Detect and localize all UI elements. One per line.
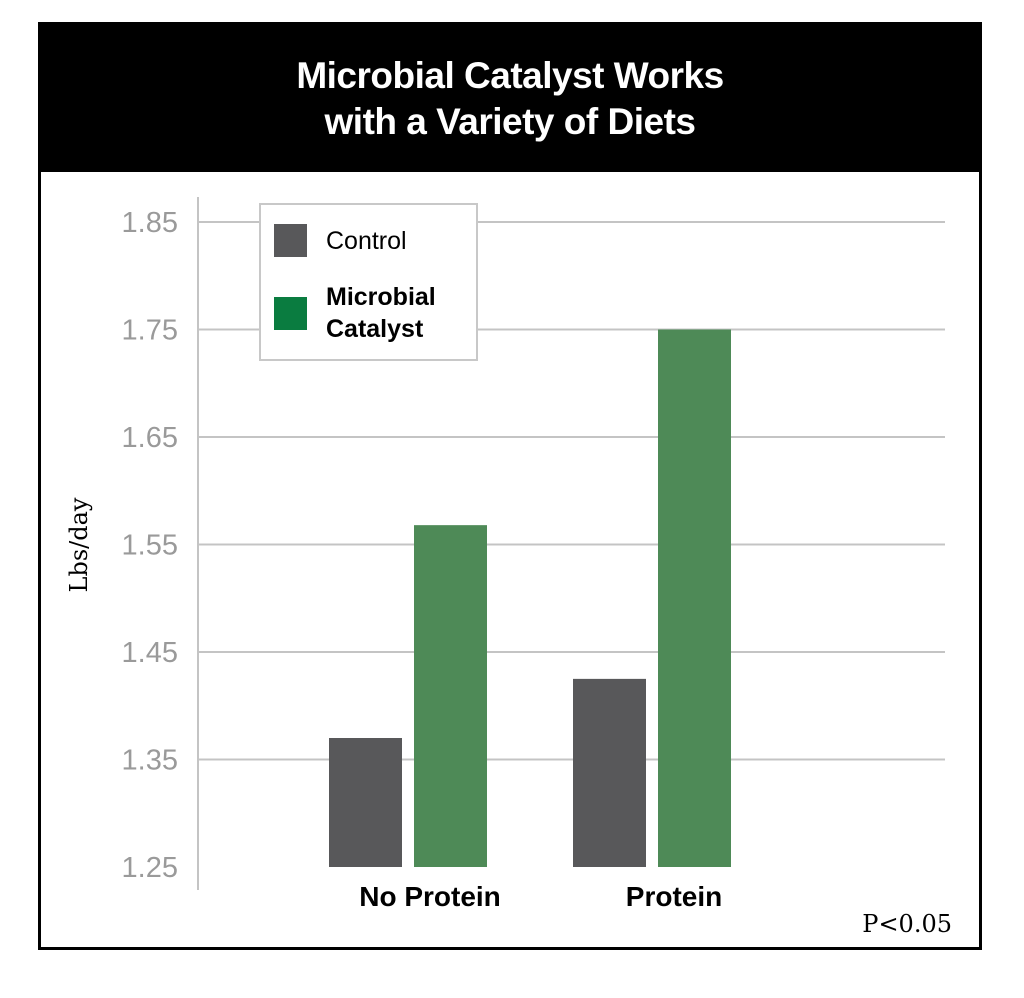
x-category-label-1: Protein xyxy=(626,881,722,912)
y-tick-label-3: 1.55 xyxy=(122,530,178,562)
legend-swatch-microbial-catalyst xyxy=(274,297,307,330)
bar-microbial-catalyst-no-protein xyxy=(414,525,487,867)
y-tick-label-5: 1.35 xyxy=(122,745,178,777)
y-axis-label: Lbs/day xyxy=(65,497,93,592)
chart-title-line-2: with a Variety of Diets xyxy=(324,100,696,142)
legend-swatch-control xyxy=(274,224,307,257)
legend-label-control: Control xyxy=(326,227,407,255)
y-tick-label-0: 1.85 xyxy=(122,207,178,239)
significance-note: P<0.05 xyxy=(862,910,952,938)
bar-microbial-catalyst-protein xyxy=(658,329,731,867)
chart-title: Microbial Catalyst Works with a Variety … xyxy=(41,25,979,172)
y-tick-label-6: 1.25 xyxy=(122,852,178,884)
x-category-label-0: No Protein xyxy=(359,881,501,912)
bar-control-protein xyxy=(573,678,646,867)
chart-title-line-1: Microbial Catalyst Works xyxy=(296,54,724,96)
legend-label-microbial-catalyst: Microbial Catalyst xyxy=(326,283,436,343)
y-tick-label-4: 1.45 xyxy=(122,637,178,669)
y-tick-label-1: 1.75 xyxy=(122,315,178,347)
chart-frame: Microbial Catalyst Works with a Variety … xyxy=(38,22,982,950)
y-tick-label-2: 1.65 xyxy=(122,422,178,454)
bar-control-no-protein xyxy=(329,738,402,867)
